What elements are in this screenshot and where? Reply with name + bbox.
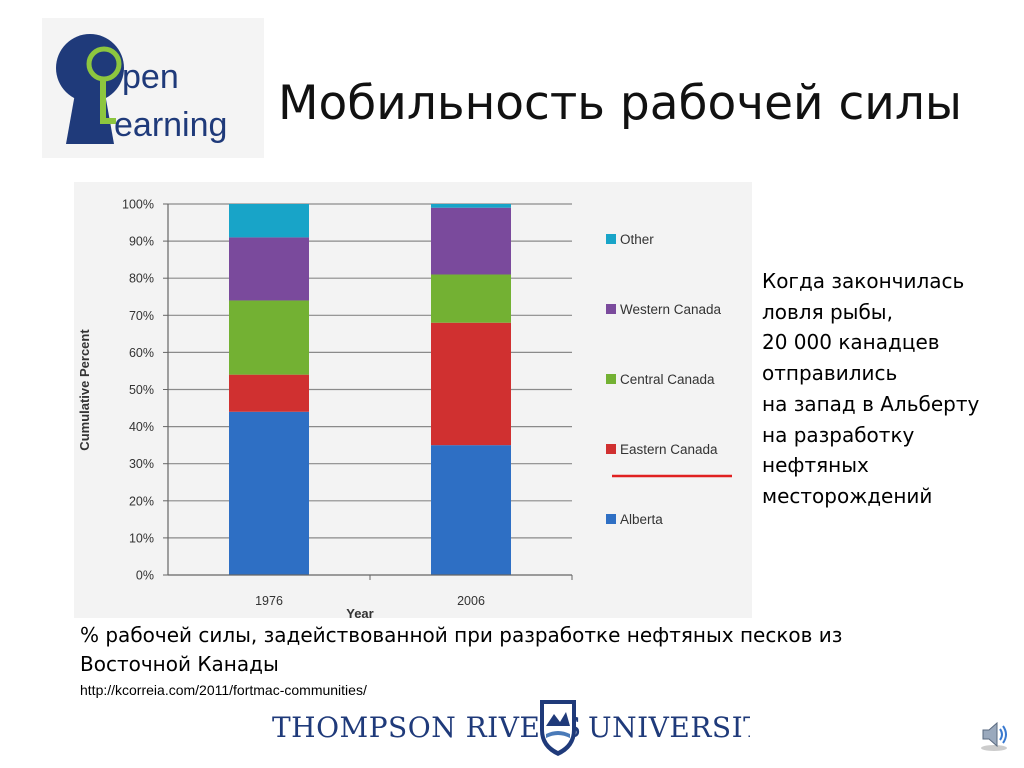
bars: [229, 204, 511, 575]
legend-swatch: [606, 514, 616, 524]
y-tick-label: 0%: [136, 569, 154, 583]
side-text-line: ловля рыбы,: [762, 299, 893, 324]
legend-label: Central Canada: [620, 372, 715, 387]
tru-logo: THOMPSON RIVERS UNIVERSITY: [270, 696, 781, 760]
legend-swatch: [606, 234, 616, 244]
side-text-line: на разработку: [762, 422, 915, 447]
bar-segment: [229, 204, 309, 238]
bar-segment: [229, 374, 309, 412]
tru-logo-left-text: THOMPSON RIVERS: [272, 711, 582, 744]
bar-segment: [431, 322, 511, 446]
y-axis-title: Cumulative Percent: [77, 329, 92, 451]
bar-segment: [431, 207, 511, 275]
tru-logo-right-text: UNIVERSITY: [588, 711, 750, 744]
y-tick-label: 80%: [129, 272, 154, 286]
side-text: Когда закончилась ловля рыбы, 20 000 кан…: [762, 266, 1002, 512]
bar-segment: [431, 274, 511, 323]
side-text-line: Когда закончилась: [762, 269, 965, 293]
chart-panel: 0% 10% 20% 30% 40% 50% 60% 70% 80% 90% 100% 1976 200…: [74, 182, 752, 618]
legend: Other Western Canada Central Canada Eastern…: [606, 232, 732, 527]
legend-swatch: [606, 304, 616, 314]
legend-label: Eastern Canada: [620, 442, 718, 457]
side-text-line: отправились: [762, 361, 898, 386]
legend-label: Western Canada: [620, 302, 722, 317]
x-tick-label: 2006: [457, 594, 485, 608]
legend-swatch: [606, 444, 616, 454]
y-tick-label: 90%: [129, 235, 154, 249]
legend-swatch: [606, 374, 616, 384]
legend-label: Alberta: [620, 512, 663, 527]
shield-icon: [540, 700, 576, 756]
y-tick-label: 30%: [129, 457, 154, 471]
y-tick-label: 50%: [129, 383, 154, 397]
speaker-icon[interactable]: [978, 718, 1012, 752]
slide-title: Мобильность рабочей силы: [278, 76, 963, 131]
source-link[interactable]: http://kcorreia.com/2011/fortmac-communi…: [80, 682, 367, 698]
x-axis-title: Year: [346, 606, 373, 618]
y-tick-label: 20%: [129, 494, 154, 508]
side-text-line: на запад в Альберту: [762, 391, 980, 416]
bar-segment: [229, 300, 309, 375]
y-tick-label: 60%: [129, 346, 154, 360]
y-tick-label: 70%: [129, 309, 154, 323]
open-learning-logo: pen earning: [42, 18, 264, 158]
grid-lines: [168, 203, 572, 539]
side-text-line: 20 000 канадцев: [762, 330, 940, 355]
axes: 0% 10% 20% 30% 40% 50% 60% 70% 80% 90% 100% 1976 200…: [77, 198, 573, 618]
y-tick-label: 10%: [129, 531, 154, 545]
bar-segment: [431, 445, 511, 575]
side-text-line: месторождений: [762, 483, 933, 508]
side-text-line: нефтяных: [762, 453, 869, 478]
logo-line2: earning: [114, 106, 227, 144]
legend-label: Other: [620, 232, 654, 247]
y-tick-label: 100%: [122, 198, 154, 212]
logo-line1: pen: [122, 58, 179, 96]
chart-caption: % рабочей силы, задействованной при разр…: [80, 623, 843, 676]
x-tick-label: 1976: [255, 594, 283, 608]
y-tick-label: 40%: [129, 420, 154, 434]
stacked-bar-chart: 0% 10% 20% 30% 40% 50% 60% 70% 80% 90% 100% 1976 200…: [77, 198, 732, 618]
bar-segment: [431, 204, 511, 208]
bar-segment: [229, 411, 309, 575]
bar-segment: [229, 237, 309, 301]
